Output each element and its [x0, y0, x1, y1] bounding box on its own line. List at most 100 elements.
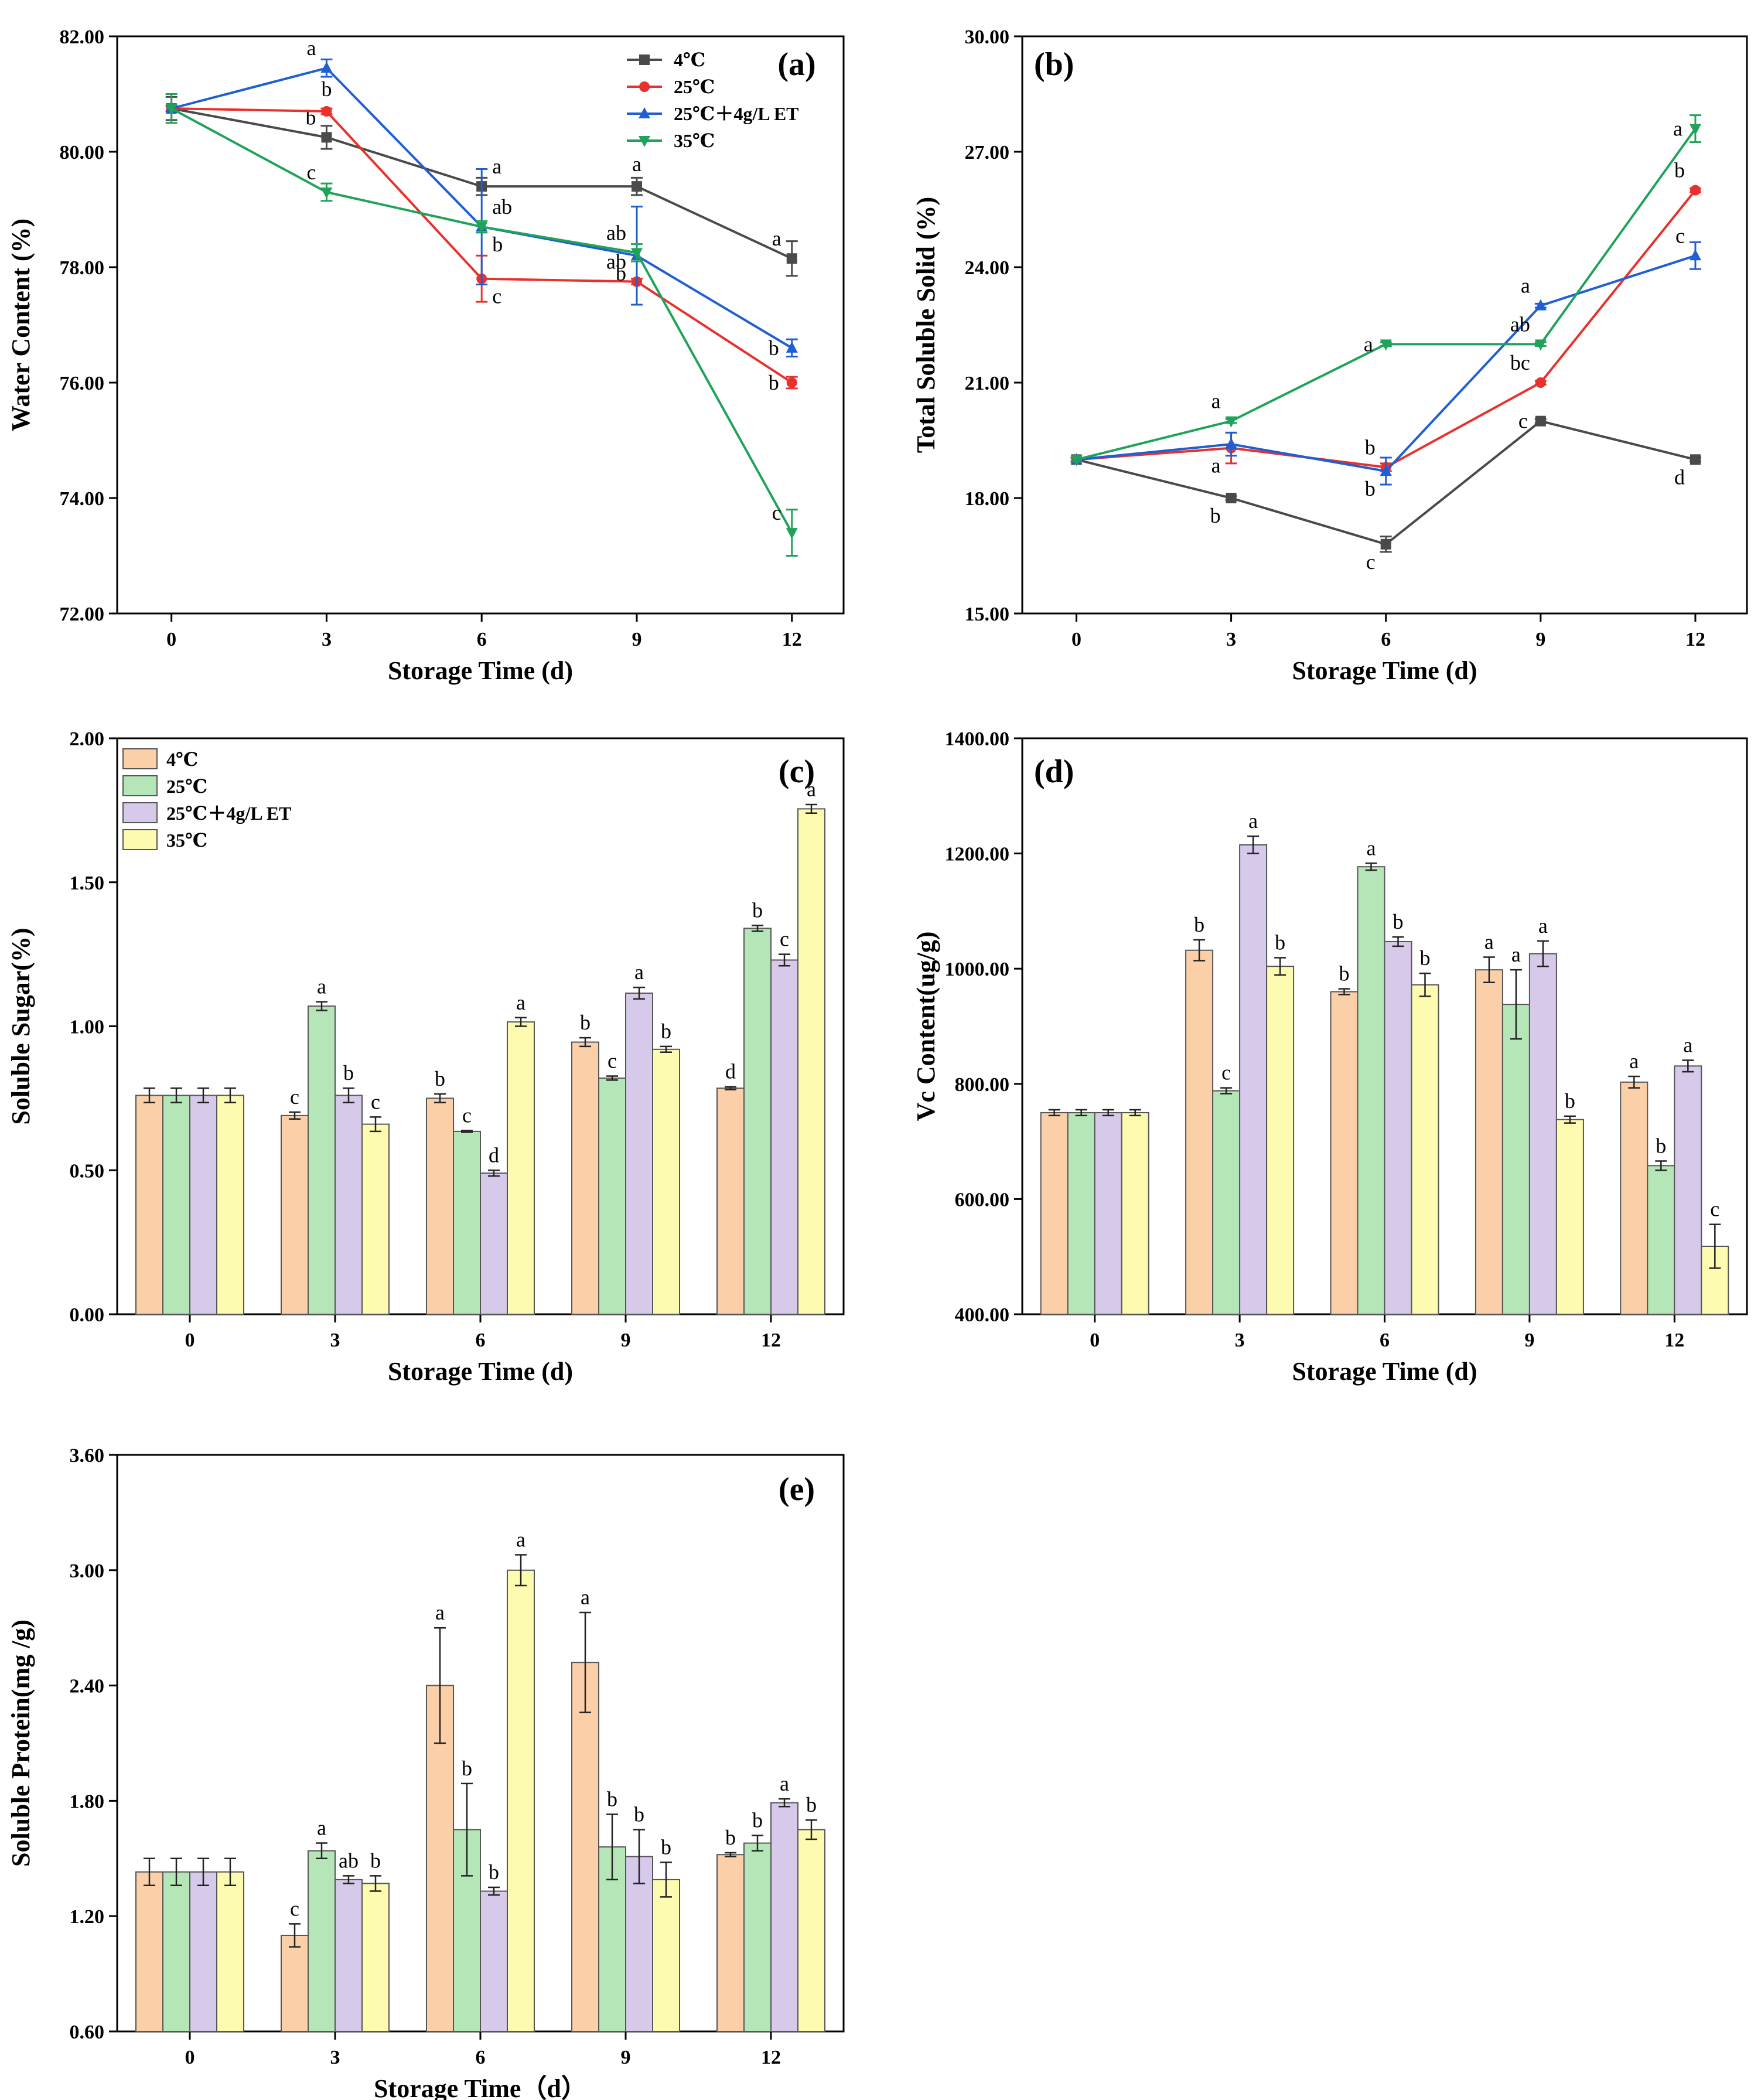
x-tick-label: 3	[330, 1329, 340, 1351]
legend: 4℃ 25℃ 25℃＋4g/L ET 35℃	[627, 49, 799, 151]
significance-letter: b	[1194, 913, 1204, 936]
significance-letter: b	[661, 1835, 671, 1859]
x-tick-label: 3	[1226, 629, 1236, 650]
significance-letter: a	[1364, 332, 1373, 356]
x-tick-label: 0	[1090, 1329, 1100, 1351]
data-point	[1070, 455, 1083, 466]
data-point	[631, 181, 642, 192]
significance-letter: a	[317, 1816, 326, 1840]
significance-letter: ab	[606, 221, 626, 244]
panel-b-total-soluble-solid: 15.00 18.00 21.00 24.00 27.00 30.00 Total Solu…	[912, 26, 1748, 685]
y-tick-label: 27.00	[965, 142, 1010, 163]
data-point	[1689, 124, 1701, 135]
bar	[426, 1097, 454, 1315]
data-point	[321, 106, 332, 117]
data-point	[1380, 465, 1392, 476]
significance-letter: b	[462, 1757, 472, 1780]
legend: 4℃ 25℃ 25℃＋4g/L ET 35℃	[122, 748, 292, 851]
x-tick-label: 9	[632, 629, 641, 650]
significance-letter: c	[608, 1049, 617, 1073]
significance-letter: b	[1275, 931, 1285, 954]
bar	[1674, 1065, 1702, 1315]
plot-frame	[116, 35, 845, 615]
significance-letter: d	[1674, 465, 1685, 489]
significance-letter: ab	[339, 1849, 359, 1872]
panel-e-soluble-protein: 0.60 1.20 1.80 2.40 3.00 3.60 Soluble Protein(…	[6, 1445, 845, 2100]
bar	[135, 1871, 163, 2032]
panel-d-vc-content: 400.00 600.00 800.00 1000.00 1200.00 1400.00 V…	[912, 728, 1748, 1386]
y-tick-label: 1.20	[70, 1906, 105, 1928]
y-tick-label: 2.40	[70, 1676, 105, 1697]
data-point	[639, 107, 650, 118]
x-tick-label: 9	[1535, 629, 1545, 650]
significance-letter: b	[580, 1011, 591, 1034]
significance-letter: c	[780, 928, 789, 951]
data-point	[1690, 454, 1701, 465]
data-point	[476, 222, 488, 234]
x-tick-label: 3	[330, 2047, 340, 2068]
data-point	[1534, 299, 1547, 311]
bar	[652, 1048, 680, 1315]
bar	[480, 1890, 508, 2033]
bar	[598, 1077, 626, 1315]
significance-letter: b	[806, 1793, 817, 1816]
bar	[216, 1095, 244, 1315]
y-tick-label: 72.00	[60, 604, 105, 625]
x-tick-label: 12	[1685, 629, 1705, 650]
bar	[743, 1842, 772, 2033]
significance-letter: b	[492, 233, 503, 256]
bar	[797, 1829, 825, 2033]
bar	[770, 959, 798, 1315]
y-tick-label: 1200.00	[945, 844, 1010, 865]
significance-letter: b	[1420, 946, 1431, 970]
bar	[1067, 1112, 1095, 1315]
significance-letter: c	[306, 161, 316, 184]
significance-letter: a	[492, 155, 501, 178]
y-tick-label: 1.50	[70, 872, 105, 894]
bar	[716, 1854, 745, 2032]
data-point	[639, 54, 650, 65]
significance-letter: d	[489, 1143, 499, 1167]
y-axis-title: Total Soluble Solid (%)	[912, 197, 940, 453]
y-axis-title: Vc Content(ug/g)	[912, 932, 940, 1121]
bar	[308, 1005, 336, 1315]
significance-letter: a	[1484, 930, 1494, 954]
significance-letter: a	[1629, 1049, 1639, 1073]
bar	[1620, 1081, 1649, 1315]
x-axis-title: Storage Time (d)	[1292, 1357, 1477, 1386]
significance-letter: b	[370, 1849, 381, 1872]
x-axis-title: Storage Time (d)	[1292, 656, 1477, 685]
x-tick-label: 9	[1524, 1329, 1534, 1351]
legend-label: 4℃	[674, 49, 705, 70]
bar	[281, 1935, 309, 2032]
significance-letter: a	[1683, 1033, 1692, 1056]
data-point	[320, 62, 333, 73]
significance-letter: a	[807, 778, 816, 801]
x-tick-label: 0	[1071, 629, 1081, 650]
significance-letter: b	[752, 1808, 763, 1832]
legend-label: 25℃＋4g/L ET	[166, 803, 292, 824]
data-point	[639, 81, 650, 92]
x-tick-label: 6	[477, 629, 487, 650]
y-tick-label: 82.00	[60, 26, 105, 48]
series-bar25CET: b d a c	[189, 928, 798, 1315]
y-tick-label: 24.00	[965, 257, 1010, 279]
y-tick-label: 3.60	[70, 1445, 105, 1467]
significance-letter: b	[343, 1061, 354, 1085]
significance-letter: a	[1211, 454, 1221, 478]
significance-letter: b	[616, 261, 626, 285]
y-tick-label: 18.00	[965, 488, 1010, 510]
y-tick-label: 1000.00	[945, 959, 1010, 980]
bar	[281, 1114, 309, 1315]
bar	[361, 1883, 390, 2032]
bar	[216, 1871, 244, 2032]
legend-swatch	[122, 829, 158, 850]
bar	[571, 1041, 599, 1315]
significance-letter: b	[769, 336, 779, 360]
legend-label: 25℃	[674, 76, 715, 97]
significance-letter: b	[1210, 504, 1221, 527]
y-tick-label: 800.00	[955, 1074, 1010, 1096]
significance-letter: b	[725, 1826, 736, 1849]
bar	[1121, 1112, 1149, 1315]
